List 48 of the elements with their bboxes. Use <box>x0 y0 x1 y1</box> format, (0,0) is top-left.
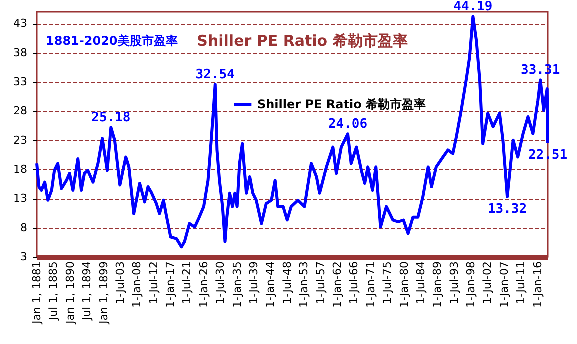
x-tick-label: 1-Jul-21 <box>180 262 194 304</box>
x-tick-label: 1-Jul-93 <box>448 262 461 304</box>
x-tick-label: 1-Jul-66 <box>348 262 361 304</box>
x-tick-label: 1-Jul-75 <box>381 262 394 304</box>
y-tick-label: 18 <box>14 163 28 176</box>
y-tick-label: 38 <box>14 46 28 60</box>
x-tick-label: 1-Jan-44 <box>264 262 278 308</box>
x-tick-label: 1-Jul-84 <box>414 262 428 304</box>
x-tick-label: 1-Jan-80 <box>398 262 411 308</box>
x-tick-label: Jan 1, 1899 <box>97 262 110 325</box>
x-tick-label: Jan 1, 1881 <box>30 262 44 325</box>
y-tick-label: 43 <box>14 17 28 30</box>
x-tick-label: 1-Jul-48 <box>280 262 294 304</box>
x-tick-label: 1-Jul-57 <box>314 262 328 304</box>
x-tick-label: 1-Jan-35 <box>230 262 244 308</box>
x-tick-label: 1-Jul-02 <box>481 262 494 304</box>
y-tick-label: 3 <box>20 250 28 264</box>
x-tick-label: Jul 1, 1894 <box>80 262 94 322</box>
y-tick-label: 28 <box>14 104 28 118</box>
y-tick-label: 13 <box>14 192 28 206</box>
x-tick-label: 1-Jul-39 <box>247 262 260 304</box>
x-tick-label: 1-Jul-12 <box>147 262 160 304</box>
y-tick-label: 23 <box>14 134 28 147</box>
text: Shiller PE Ratio 希勒市盈率 <box>197 32 408 50</box>
annotation: 32.54 <box>196 68 236 83</box>
x-tick-label: 1-Jan-16 <box>531 262 544 308</box>
x-tick-label: 1-Jan-17 <box>164 262 178 308</box>
x-tick-label: 1-Jan-07 <box>498 262 511 308</box>
x-tick-label: Jan 1, 1890 <box>64 262 77 325</box>
annotation: 44.19 <box>454 0 493 15</box>
x-tick-label: 1-Jan-08 <box>130 262 144 308</box>
text: 1881-2020美股市盈率 <box>46 34 178 48</box>
x-tick-label: 1-Jul-11 <box>514 262 528 304</box>
y-tick-label: 8 <box>20 221 28 234</box>
x-tick-label: 1-Jan-98 <box>464 262 478 308</box>
legend-label: Shiller PE Ratio 希勒市盈率 <box>258 98 426 112</box>
x-tick-label: 1-Jul-03 <box>114 262 127 304</box>
x-tick-label: 1-Jan-71 <box>364 262 378 308</box>
y-tick-label: 33 <box>14 76 28 88</box>
x-tick-label: Jul 1, 1885 <box>47 262 60 322</box>
x-tick-label: 1-Jan-89 <box>431 262 444 308</box>
x-tick-label: 1-Jul-30 <box>214 262 228 304</box>
x-tick-label: 1-Jan-62 <box>330 262 344 308</box>
annotation: 13.32 <box>488 202 528 217</box>
annotation: 25.18 <box>92 110 131 126</box>
x-tick-label: 1-Jan-53 <box>298 262 311 308</box>
x-tick-label: 1-Jan-26 <box>197 262 210 308</box>
annotation: 24.06 <box>328 117 368 132</box>
